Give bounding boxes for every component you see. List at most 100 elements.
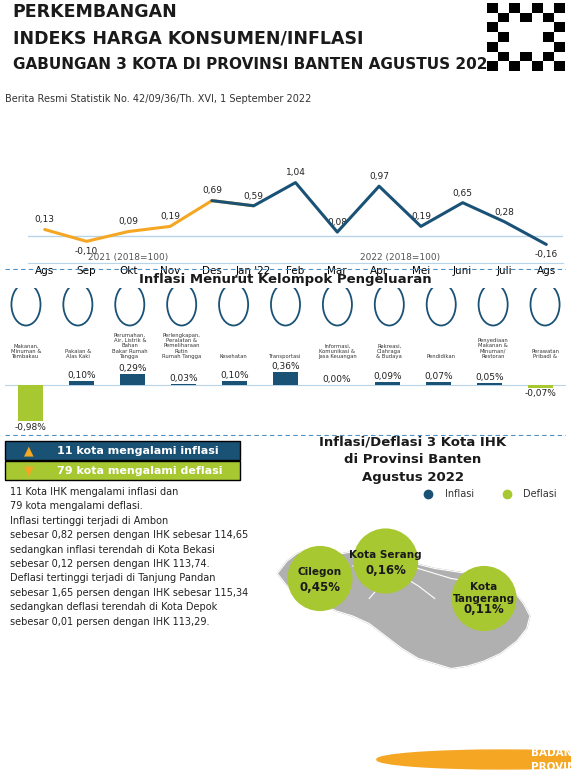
- Circle shape: [375, 284, 404, 326]
- Bar: [487, 23, 498, 32]
- Text: PERKEMBANGAN: PERKEMBANGAN: [13, 2, 178, 21]
- Text: Inflasi: Inflasi: [445, 488, 474, 498]
- Text: 0,05%: 0,05%: [475, 373, 504, 382]
- Text: Informasi,
Komunikasi &
Jasa Keuangan: Informasi, Komunikasi & Jasa Keuangan: [318, 344, 357, 359]
- Bar: [554, 23, 565, 32]
- Text: 79 kota mengalami deflasi: 79 kota mengalami deflasi: [57, 466, 222, 476]
- Bar: [69, 381, 94, 385]
- Bar: [554, 3, 565, 12]
- Bar: [426, 383, 451, 385]
- Text: INFLASI: INFLASI: [374, 131, 441, 146]
- Bar: [532, 61, 542, 71]
- Bar: [498, 3, 509, 12]
- Bar: [554, 12, 565, 23]
- Bar: [520, 61, 532, 71]
- Circle shape: [478, 284, 508, 326]
- Text: Rekreasi,
Olahraga
& Budaya: Rekreasi, Olahraga & Budaya: [376, 344, 402, 359]
- Text: 0,65: 0,65: [453, 188, 473, 198]
- Bar: [498, 42, 509, 52]
- Text: Cilegon: Cilegon: [298, 567, 342, 577]
- Text: 0,45%: 0,45%: [300, 581, 340, 594]
- Bar: [532, 52, 542, 61]
- Text: 0,16%: 0,16%: [14, 127, 110, 155]
- Point: [381, 555, 390, 567]
- Text: 0,13: 0,13: [35, 216, 55, 224]
- Circle shape: [11, 284, 41, 326]
- Text: Penyediaan
Makanan &
Minuman/
Restoran: Penyediaan Makanan & Minuman/ Restoran: [478, 338, 509, 359]
- Text: Kesehatan: Kesehatan: [220, 355, 247, 359]
- Bar: [542, 32, 554, 42]
- Bar: [498, 12, 509, 23]
- Text: GABUNGAN 3 KOTA DI PROVINSI BANTEN AGUSTUS 2022: GABUNGAN 3 KOTA DI PROVINSI BANTEN AGUST…: [13, 57, 498, 72]
- Text: 0,19: 0,19: [411, 212, 431, 221]
- Text: 0,03%: 0,03%: [169, 374, 198, 383]
- Text: -0,10: -0,10: [75, 247, 98, 255]
- Bar: [375, 382, 400, 385]
- Bar: [487, 3, 498, 12]
- Text: Makanan,
Minuman &
Tembakau: Makanan, Minuman & Tembakau: [11, 344, 41, 359]
- Text: INDEKS HARGA KONSUMEN/INFLASI: INDEKS HARGA KONSUMEN/INFLASI: [13, 30, 363, 48]
- Text: 0,10%: 0,10%: [67, 371, 96, 380]
- Bar: [554, 61, 565, 71]
- Bar: [498, 61, 509, 71]
- Circle shape: [427, 284, 456, 326]
- Circle shape: [323, 284, 352, 326]
- Text: DEFLASI: DEFLASI: [14, 131, 85, 146]
- Text: Perawatan
Pribadi &: Perawatan Pribadi &: [531, 349, 559, 359]
- Bar: [542, 12, 554, 23]
- Text: 0,97: 0,97: [369, 172, 389, 181]
- Text: 0,36%: 0,36%: [271, 362, 300, 371]
- Text: Inflasi/Deflasi 3 Kota IHK
di Provinsi Banten
Agustus 2022: Inflasi/Deflasi 3 Kota IHK di Provinsi B…: [319, 435, 506, 484]
- Text: 0,59: 0,59: [244, 191, 264, 201]
- FancyBboxPatch shape: [5, 441, 240, 460]
- Text: 0,09%: 0,09%: [373, 372, 402, 380]
- Text: Agustus 2022: Agustus 2022: [14, 114, 71, 123]
- Text: INFLASI: INFLASI: [175, 131, 242, 146]
- Text: -0,07%: -0,07%: [525, 389, 556, 398]
- Bar: [509, 12, 520, 23]
- Text: Agustus '22 THDP Des '21: Agustus '22 THDP Des '21: [175, 114, 284, 123]
- Text: 3,68 %: 3,68 %: [175, 127, 281, 155]
- Text: 0,29%: 0,29%: [118, 364, 147, 373]
- Bar: [171, 384, 196, 385]
- Point: [480, 592, 489, 604]
- Bar: [542, 61, 554, 71]
- Text: 0,16%: 0,16%: [365, 564, 406, 577]
- Text: Perumahan,
Air, Listrik &
Bahan
Bakar Rumah
Tangga: Perumahan, Air, Listrik & Bahan Bakar Ru…: [112, 333, 147, 359]
- Bar: [222, 381, 247, 385]
- Circle shape: [530, 284, 560, 326]
- Circle shape: [219, 284, 248, 326]
- Text: Berita Resmi Statistik No. 42/09/36/Th. XVI, 1 September 2022: Berita Resmi Statistik No. 42/09/36/Th. …: [5, 94, 311, 104]
- Text: Perlengkapan,
Peralatan &
Pemeliharaan
Rutin
Rumah Tangga: Perlengkapan, Peralatan & Pemeliharaan R…: [162, 333, 202, 359]
- Bar: [498, 23, 509, 32]
- Bar: [554, 52, 565, 61]
- Text: 0,00%: 0,00%: [322, 375, 351, 384]
- Text: 0,07%: 0,07%: [424, 373, 453, 381]
- Text: 2022 (2018=100): 2022 (2018=100): [360, 253, 440, 262]
- Circle shape: [271, 284, 300, 326]
- FancyBboxPatch shape: [5, 462, 240, 480]
- Bar: [542, 3, 554, 12]
- Bar: [520, 52, 532, 61]
- Bar: [554, 42, 565, 52]
- Text: 0,28: 0,28: [494, 208, 514, 216]
- Text: 11 Kota IHK mengalami inflasi dan
79 kota mengalami deflasi.
Inflasi tertinggi t: 11 Kota IHK mengalami inflasi dan 79 kot…: [10, 487, 248, 626]
- Bar: [120, 374, 145, 385]
- Bar: [487, 32, 498, 42]
- Bar: [532, 12, 542, 23]
- Bar: [520, 12, 532, 23]
- Text: Pakaian &
Alas Kaki: Pakaian & Alas Kaki: [65, 349, 91, 359]
- Text: 4,58 %: 4,58 %: [374, 127, 480, 155]
- Bar: [554, 32, 565, 42]
- Circle shape: [115, 284, 144, 326]
- Text: 0,19: 0,19: [160, 212, 180, 221]
- Bar: [487, 42, 498, 52]
- Text: 0,10%: 0,10%: [220, 371, 249, 380]
- Bar: [477, 383, 502, 385]
- Bar: [520, 3, 532, 12]
- Text: ▲: ▲: [24, 444, 34, 457]
- Text: Kota
Tangerang: Kota Tangerang: [453, 582, 515, 604]
- Bar: [487, 61, 498, 71]
- Point: [315, 572, 324, 585]
- Bar: [509, 3, 520, 12]
